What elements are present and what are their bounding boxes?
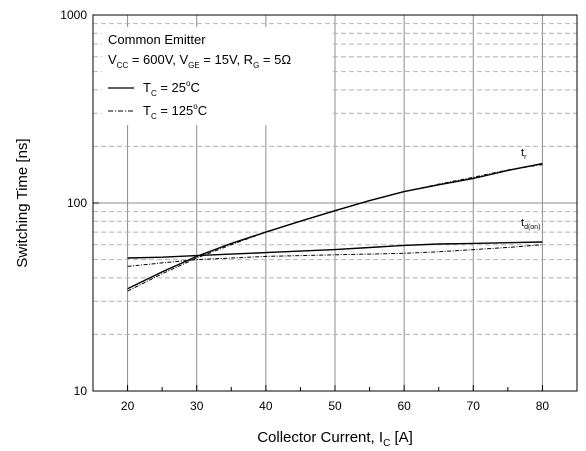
series-line-tr-25C bbox=[127, 162, 543, 290]
legend-conditions: VCC = 600V, VGE = 15V, RG = 5Ω bbox=[108, 52, 291, 70]
legend-title: Common Emitter bbox=[108, 32, 206, 47]
x-tick-label: 50 bbox=[328, 399, 342, 413]
x-tick-label: 20 bbox=[121, 399, 135, 413]
annotation-tdon: td(on) bbox=[521, 217, 540, 231]
legend-label-25c: TC = 25oC bbox=[143, 79, 200, 98]
series-line-tdon-125C bbox=[127, 244, 543, 267]
x-tick-label: 60 bbox=[397, 399, 411, 413]
series-group bbox=[127, 162, 543, 292]
annotation-tr: tr bbox=[521, 147, 527, 161]
y-axis-label: Switching Time [ns] bbox=[14, 138, 31, 267]
x-tick-label: 80 bbox=[536, 399, 550, 413]
y-tick-label: 1000 bbox=[60, 8, 87, 22]
grid bbox=[93, 15, 577, 391]
legend: Common Emitter VCC = 600V, VGE = 15V, RG… bbox=[102, 27, 330, 125]
legend-label-125c: TC = 125oC bbox=[143, 102, 207, 121]
axis-ticks: 20 30 40 50 60 70 80 10 100 1000 bbox=[60, 8, 549, 413]
y-tick-label: 100 bbox=[67, 196, 87, 210]
x-tick-label: 70 bbox=[467, 399, 481, 413]
x-tick-label: 40 bbox=[259, 399, 273, 413]
legend-box bbox=[102, 27, 330, 125]
y-tick-label: 10 bbox=[74, 384, 88, 398]
x-tick-label: 30 bbox=[190, 399, 204, 413]
x-axis-label: Collector Current, IC [A] bbox=[257, 429, 413, 449]
series-line-tdon-25C bbox=[127, 241, 543, 259]
